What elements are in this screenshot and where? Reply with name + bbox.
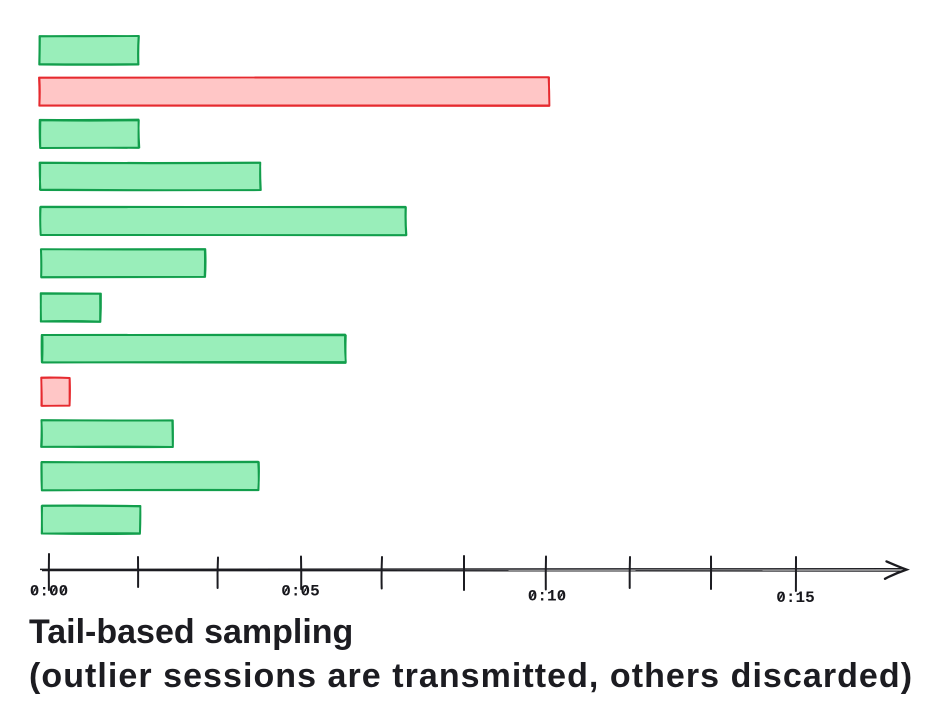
svg-text:0:05: 0:05	[281, 583, 319, 601]
svg-text:0:00: 0:00	[30, 583, 68, 601]
svg-text:0:15: 0:15	[776, 589, 814, 607]
svg-text:0:10: 0:10	[528, 588, 566, 606]
